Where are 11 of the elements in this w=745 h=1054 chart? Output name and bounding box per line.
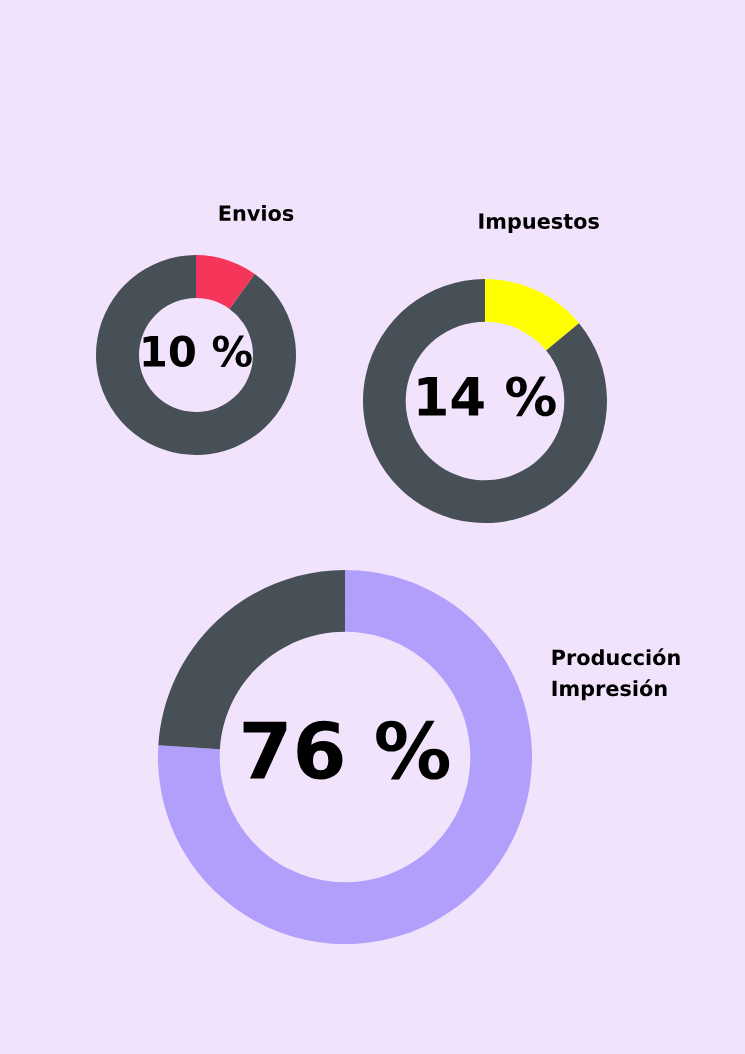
text: Producción Impresión: [552, 648, 680, 701]
donut-slice: [363, 279, 607, 523]
chart-title: Envios: [219, 204, 294, 222]
data-label: 14 %: [418, 376, 556, 417]
donut-slice: [196, 255, 255, 309]
donut-slice: [158, 570, 532, 944]
data-label: 76 %: [243, 720, 450, 780]
donut-slice: [96, 255, 296, 455]
donut-slice: [485, 279, 579, 351]
data-label: 10 %: [143, 335, 252, 368]
chart-title: Impuestos: [479, 213, 599, 233]
